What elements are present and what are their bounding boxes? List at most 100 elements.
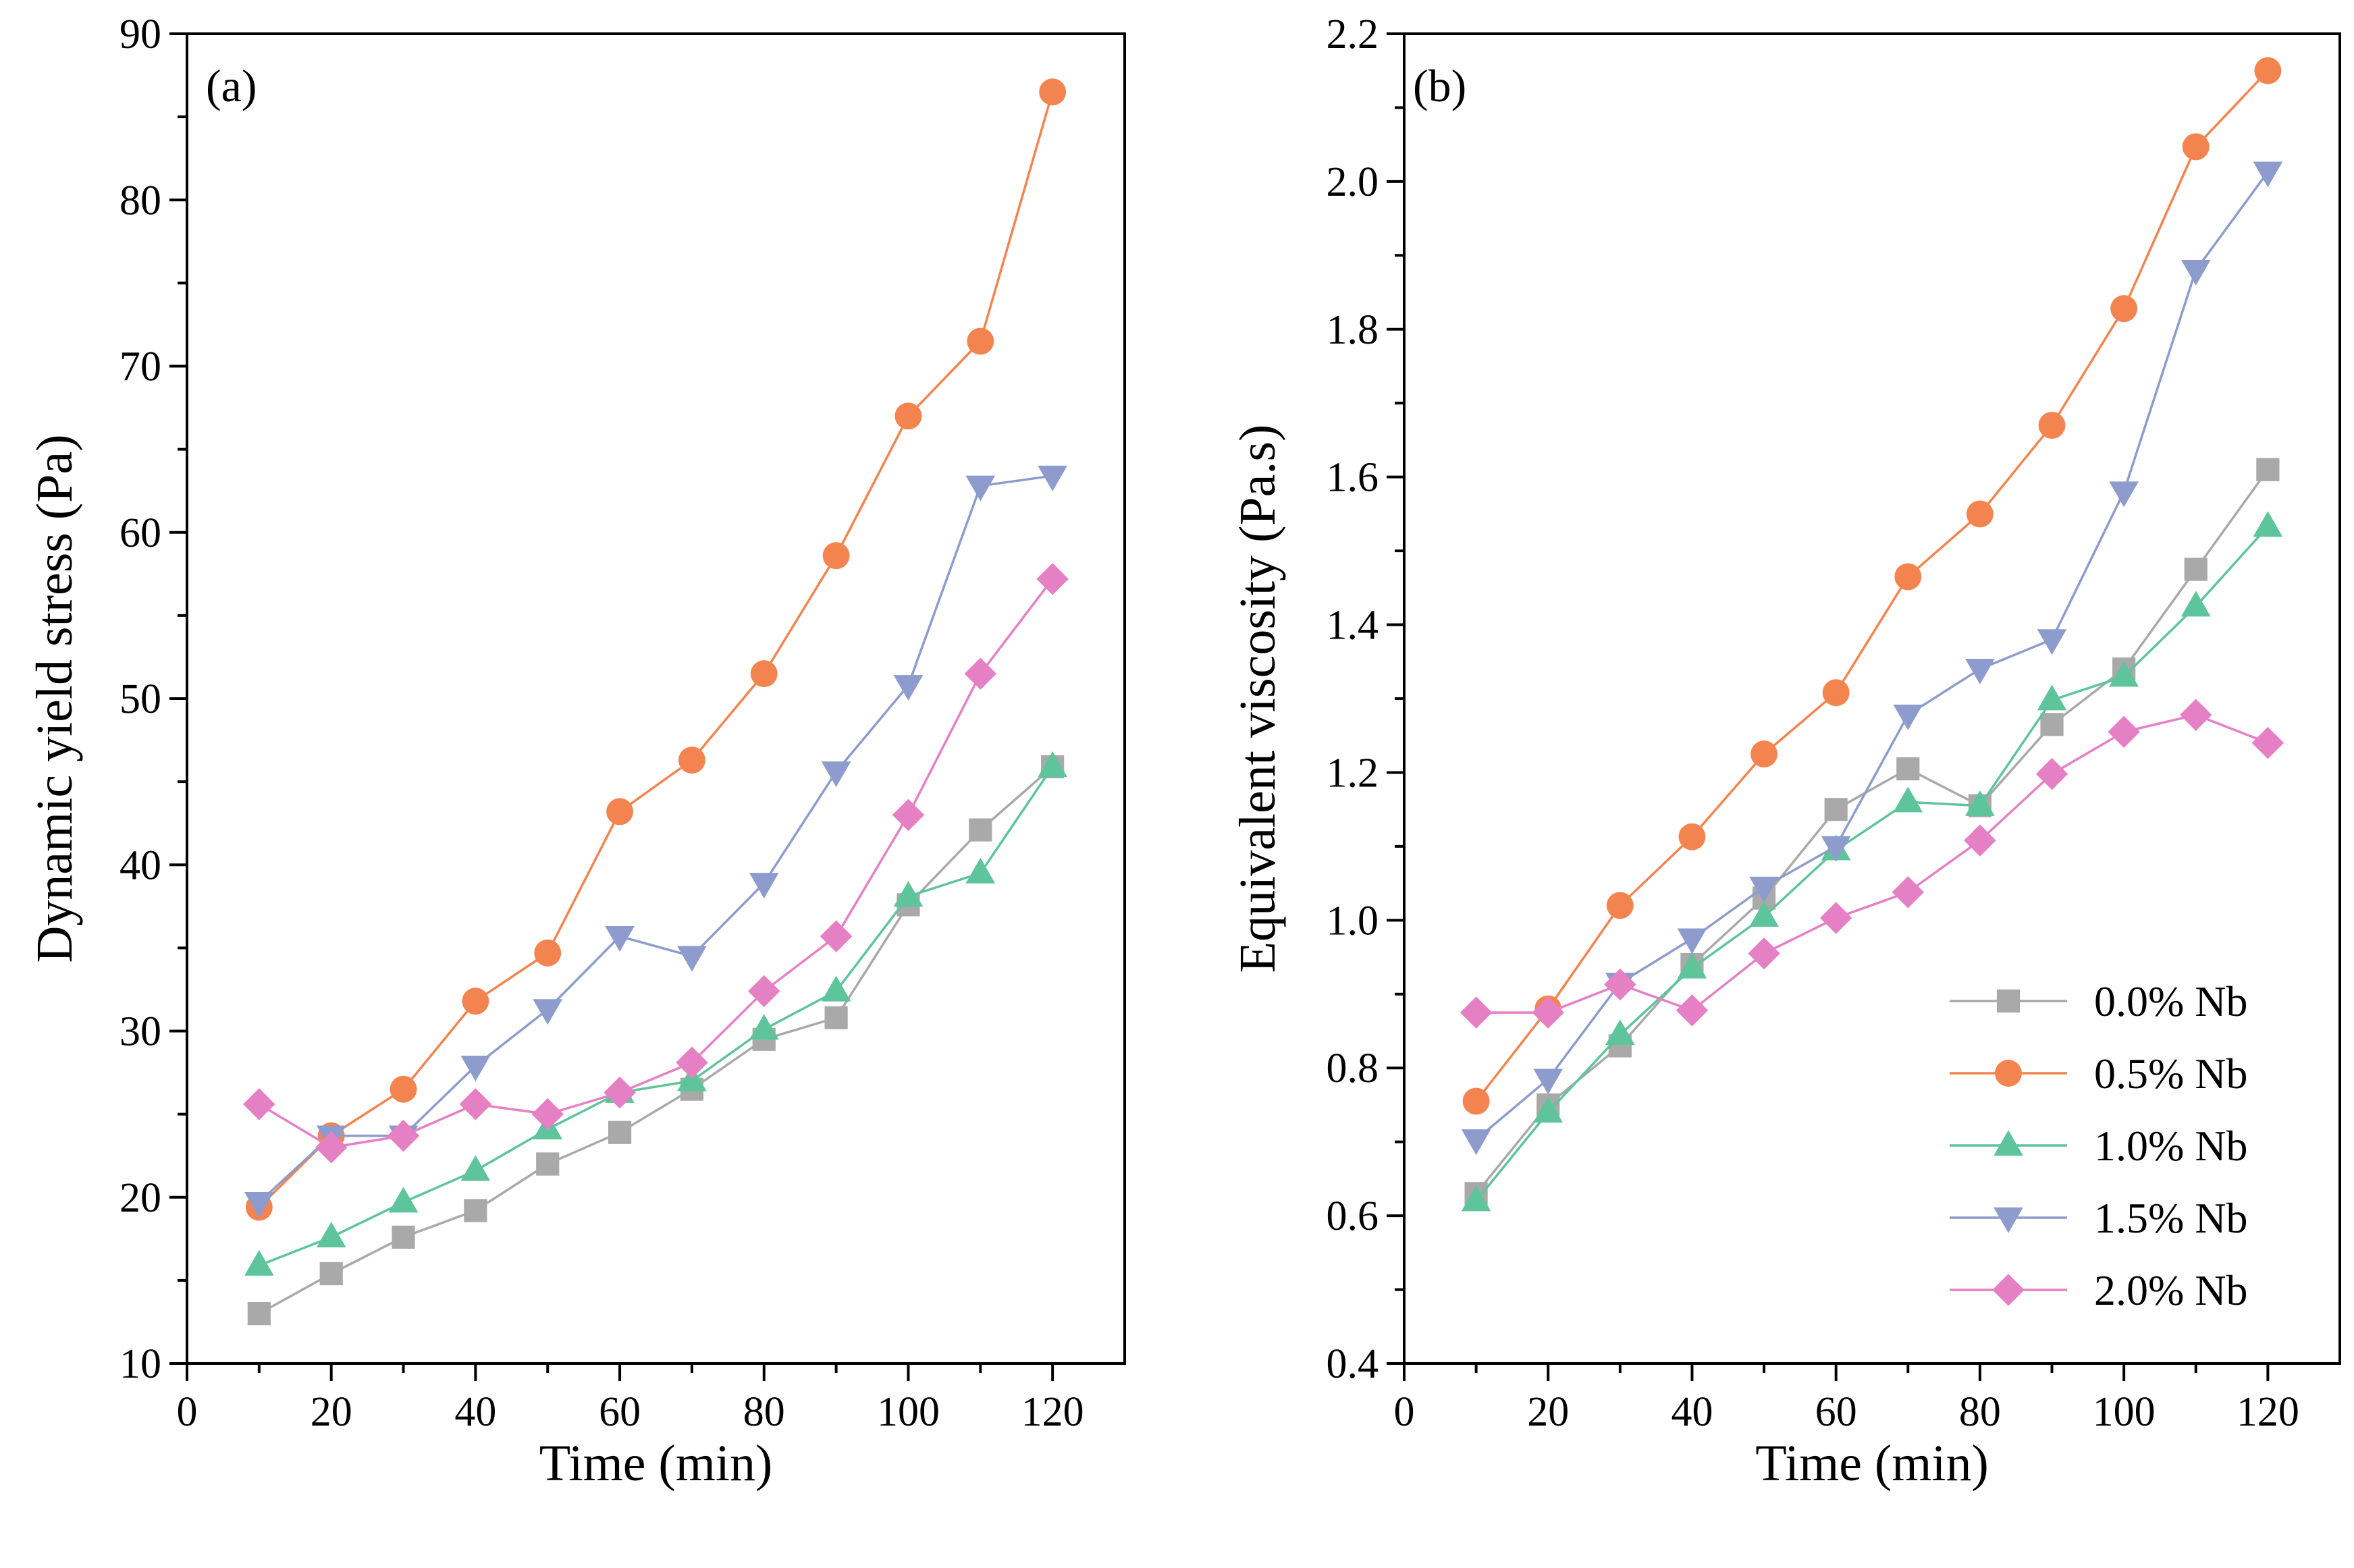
data-point-marker bbox=[1606, 892, 1634, 919]
y-tick-label: 2.0 bbox=[1327, 159, 1379, 205]
plot-frame bbox=[186, 32, 1126, 1365]
data-point-marker bbox=[964, 657, 997, 690]
data-point-marker bbox=[1819, 902, 1852, 934]
data-point-marker bbox=[821, 761, 851, 788]
series-line bbox=[258, 475, 1053, 1204]
series-1-0-nb bbox=[244, 751, 1068, 1276]
data-point-marker bbox=[677, 946, 707, 972]
data-point-marker bbox=[965, 857, 996, 884]
y-tick-label: 30 bbox=[119, 1009, 161, 1055]
data-point-marker bbox=[1677, 952, 1707, 979]
data-point-marker bbox=[824, 1006, 848, 1029]
data-point-marker bbox=[1532, 996, 1564, 1029]
legend-item: 1.0% Nb bbox=[1950, 1122, 2248, 1170]
data-point-marker bbox=[608, 1120, 632, 1144]
y-tick-label: 1.6 bbox=[1327, 455, 1379, 501]
data-point-marker bbox=[2108, 715, 2140, 748]
data-point-marker bbox=[2253, 161, 2283, 188]
data-point-marker bbox=[460, 1056, 491, 1082]
y-tick-label: 60 bbox=[119, 510, 161, 556]
panel-label: (b) bbox=[1413, 60, 1466, 111]
y-tick-label: 0.8 bbox=[1327, 1046, 1379, 1091]
y-axis-title: Dynamic yield stress (Pa) bbox=[26, 434, 83, 963]
x-tick-label: 80 bbox=[743, 1389, 785, 1435]
data-point-marker bbox=[1893, 786, 1923, 813]
data-point-marker bbox=[2038, 412, 2066, 439]
y-tick-label: 0.6 bbox=[1327, 1193, 1379, 1239]
x-tick-label: 120 bbox=[2237, 1389, 2299, 1435]
data-point-marker bbox=[750, 660, 778, 688]
legend-item: 2.0% Nb bbox=[1950, 1266, 2248, 1314]
series-2-0-nb bbox=[243, 562, 1069, 1164]
data-point-marker bbox=[1460, 996, 1493, 1029]
y-axis-title: Equivalent viscosity (Pa.s) bbox=[1229, 425, 1286, 973]
data-point-marker bbox=[1533, 1097, 1563, 1123]
y-tick-label: 1.4 bbox=[1327, 603, 1379, 649]
data-point-marker bbox=[967, 327, 994, 355]
data-point-marker bbox=[1462, 1087, 1490, 1115]
data-point-marker bbox=[1965, 790, 1995, 816]
data-point-marker bbox=[1749, 901, 1779, 927]
data-point-marker bbox=[965, 475, 996, 502]
data-point-marker bbox=[319, 1262, 343, 1286]
data-point-marker bbox=[316, 1222, 346, 1248]
x-tick-label: 100 bbox=[2093, 1389, 2156, 1435]
data-point-marker bbox=[821, 975, 851, 1002]
data-point-marker bbox=[387, 1119, 420, 1152]
data-point-marker bbox=[605, 925, 635, 952]
data-point-marker bbox=[748, 975, 780, 1008]
data-point-marker bbox=[460, 1155, 491, 1181]
data-point-marker bbox=[604, 1076, 636, 1109]
data-point-marker bbox=[390, 1075, 417, 1103]
x-tick-label: 20 bbox=[311, 1389, 352, 1435]
data-point-marker bbox=[749, 1014, 779, 1040]
data-point-marker bbox=[1822, 679, 1850, 707]
y-tick-label: 20 bbox=[119, 1175, 161, 1221]
data-point-marker bbox=[2182, 133, 2210, 161]
y-tick-label: 10 bbox=[119, 1341, 161, 1387]
data-point-marker bbox=[893, 881, 924, 907]
panel-label: (a) bbox=[206, 60, 257, 111]
y-tick-label: 1.2 bbox=[1327, 750, 1379, 796]
data-point-marker bbox=[1036, 562, 1069, 595]
x-tick-label: 0 bbox=[1394, 1389, 1415, 1435]
data-point-marker bbox=[464, 1199, 487, 1222]
data-point-marker bbox=[2254, 57, 2282, 84]
data-point-marker bbox=[676, 1046, 708, 1079]
data-point-marker bbox=[1677, 928, 1707, 954]
legend-label: 1.5% Nb bbox=[2094, 1194, 2248, 1242]
data-point-marker bbox=[1750, 740, 1778, 768]
data-point-marker bbox=[244, 1191, 274, 1218]
data-point-marker bbox=[969, 818, 992, 842]
data-point-marker bbox=[1965, 659, 1995, 685]
legend-item: 1.5% Nb bbox=[1950, 1194, 2248, 1242]
data-point-marker bbox=[1824, 798, 1848, 821]
data-point-marker bbox=[606, 798, 634, 826]
y-tick-label: 2.2 bbox=[1327, 11, 1379, 57]
series-line bbox=[1475, 171, 2269, 1141]
legend-marker bbox=[1994, 1207, 2023, 1233]
x-tick-label: 0 bbox=[177, 1389, 198, 1435]
y-tick-label: 1.8 bbox=[1327, 307, 1379, 353]
legend-label: 0.5% Nb bbox=[2094, 1050, 2248, 1098]
data-point-marker bbox=[1892, 875, 1925, 909]
x-tick-label: 40 bbox=[1671, 1389, 1713, 1435]
data-point-marker bbox=[531, 1098, 564, 1131]
x-tick-label: 80 bbox=[1959, 1389, 2001, 1435]
y-tick-label: 50 bbox=[119, 676, 161, 722]
data-point-marker bbox=[2037, 629, 2067, 655]
data-point-marker bbox=[1533, 1069, 1563, 1095]
data-point-marker bbox=[749, 873, 779, 899]
series-line bbox=[259, 765, 1054, 1267]
data-point-marker bbox=[1461, 1185, 1491, 1212]
data-point-marker bbox=[315, 1131, 348, 1164]
legend-marker bbox=[1996, 989, 2021, 1013]
legend-label: 2.0% Nb bbox=[2094, 1266, 2248, 1314]
x-tick-label: 100 bbox=[877, 1389, 940, 1435]
y-tick-label: 70 bbox=[119, 344, 161, 390]
data-point-marker bbox=[2251, 726, 2284, 759]
data-point-marker bbox=[1039, 78, 1067, 106]
series-line bbox=[1475, 70, 2269, 1102]
data-point-marker bbox=[1678, 823, 1706, 850]
